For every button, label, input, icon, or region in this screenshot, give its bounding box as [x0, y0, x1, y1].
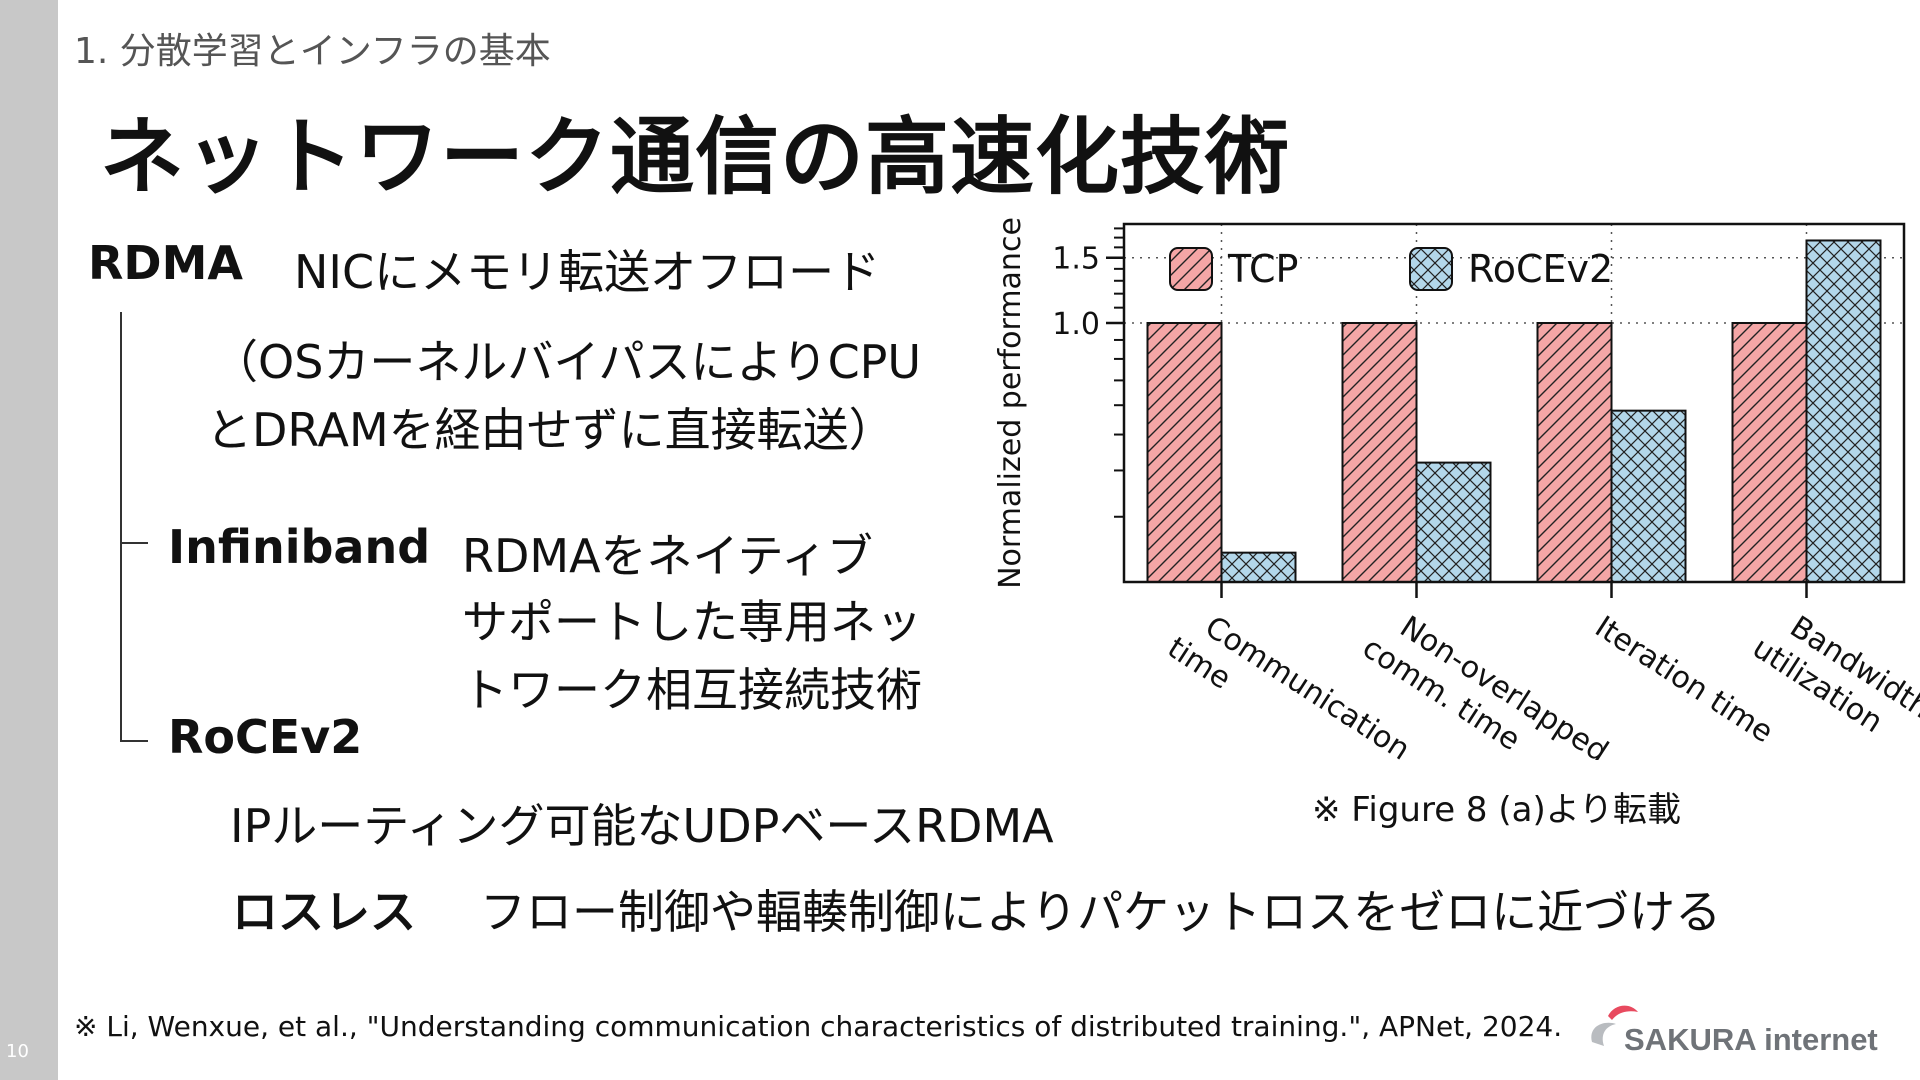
lossless-description: フロー制御や輻輳制御によりパケットロスをゼロに近づける — [480, 885, 1722, 939]
bar-rocev2-2 — [1610, 409, 1687, 583]
y-axis-label: Normalized performance — [993, 217, 1028, 589]
infiniband-term: Infiniband — [168, 520, 431, 574]
sakura-internet-logo: SAKURA internet — [1586, 996, 1886, 1060]
logo-text: SAKURA internet — [1624, 1022, 1878, 1057]
page-number: 10 — [6, 1041, 29, 1062]
rdma-note-line-1: （OSカーネルバイパスによりCPU — [212, 335, 922, 389]
x-category-label: Iteration time — [1589, 609, 1780, 750]
rdma-note-line-2: とDRAMを経由せずに直接転送） — [206, 403, 895, 457]
bar-rocev2-3 — [1805, 239, 1882, 584]
legend-swatch-rocev2 — [1409, 247, 1453, 291]
y-tick-label: 1.0 — [1052, 307, 1100, 342]
section-heading: 1. 分散学習とインフラの基本 — [74, 31, 551, 72]
tree-connector-infiniband — [120, 542, 148, 544]
rdma-term: RDMA — [88, 236, 243, 290]
legend-label-tcp: TCP — [1227, 247, 1298, 291]
sidebar-strip: 10 — [0, 0, 58, 1080]
bar-rocev2-0 — [1220, 551, 1297, 583]
tree-connector-rocev2 — [120, 740, 148, 742]
bar-tcp-2 — [1536, 321, 1613, 584]
legend-swatch-tcp — [1169, 247, 1213, 291]
infiniband-description-line-3: トワーク相互接続技術 — [462, 663, 922, 717]
y-tick-label: 1.5 — [1052, 242, 1100, 277]
bar-rocev2-1 — [1415, 461, 1492, 583]
performance-bar-chart: 1.0 1.5 Normalized performance Communicatio… — [993, 217, 1920, 760]
chart-source-note: ※ Figure 8 (a)より転載 — [1312, 790, 1682, 830]
bar-tcp-1 — [1341, 321, 1418, 584]
lossless-term: ロスレス — [232, 885, 416, 939]
sakura-logo-icon — [1591, 1005, 1638, 1046]
x-category-label-line: Iteration time — [1589, 609, 1780, 750]
rocev2-description: IPルーティング可能なUDPベースRDMA — [230, 799, 1054, 853]
plot-frame — [1122, 222, 1906, 584]
tree-connector-vertical — [120, 312, 122, 742]
x-category-label-line: Communication — [1199, 609, 1416, 760]
rdma-description: NICにメモリ転送オフロード — [294, 245, 881, 299]
bar-tcp-3 — [1731, 321, 1808, 584]
infiniband-description-line-2: サポートした専用ネッ — [462, 595, 922, 649]
rocev2-term: RoCEv2 — [168, 710, 363, 764]
page-title: ネットワーク通信の高速化技術 — [100, 108, 1291, 206]
bar-tcp-0 — [1146, 321, 1223, 584]
citation-footnote: ※ Li, Wenxue, et al., "Understanding com… — [74, 1010, 1563, 1043]
legend-label-rocev2: RoCEv2 — [1468, 247, 1613, 291]
infiniband-description-line-1: RDMAをネイティブ — [462, 529, 873, 583]
